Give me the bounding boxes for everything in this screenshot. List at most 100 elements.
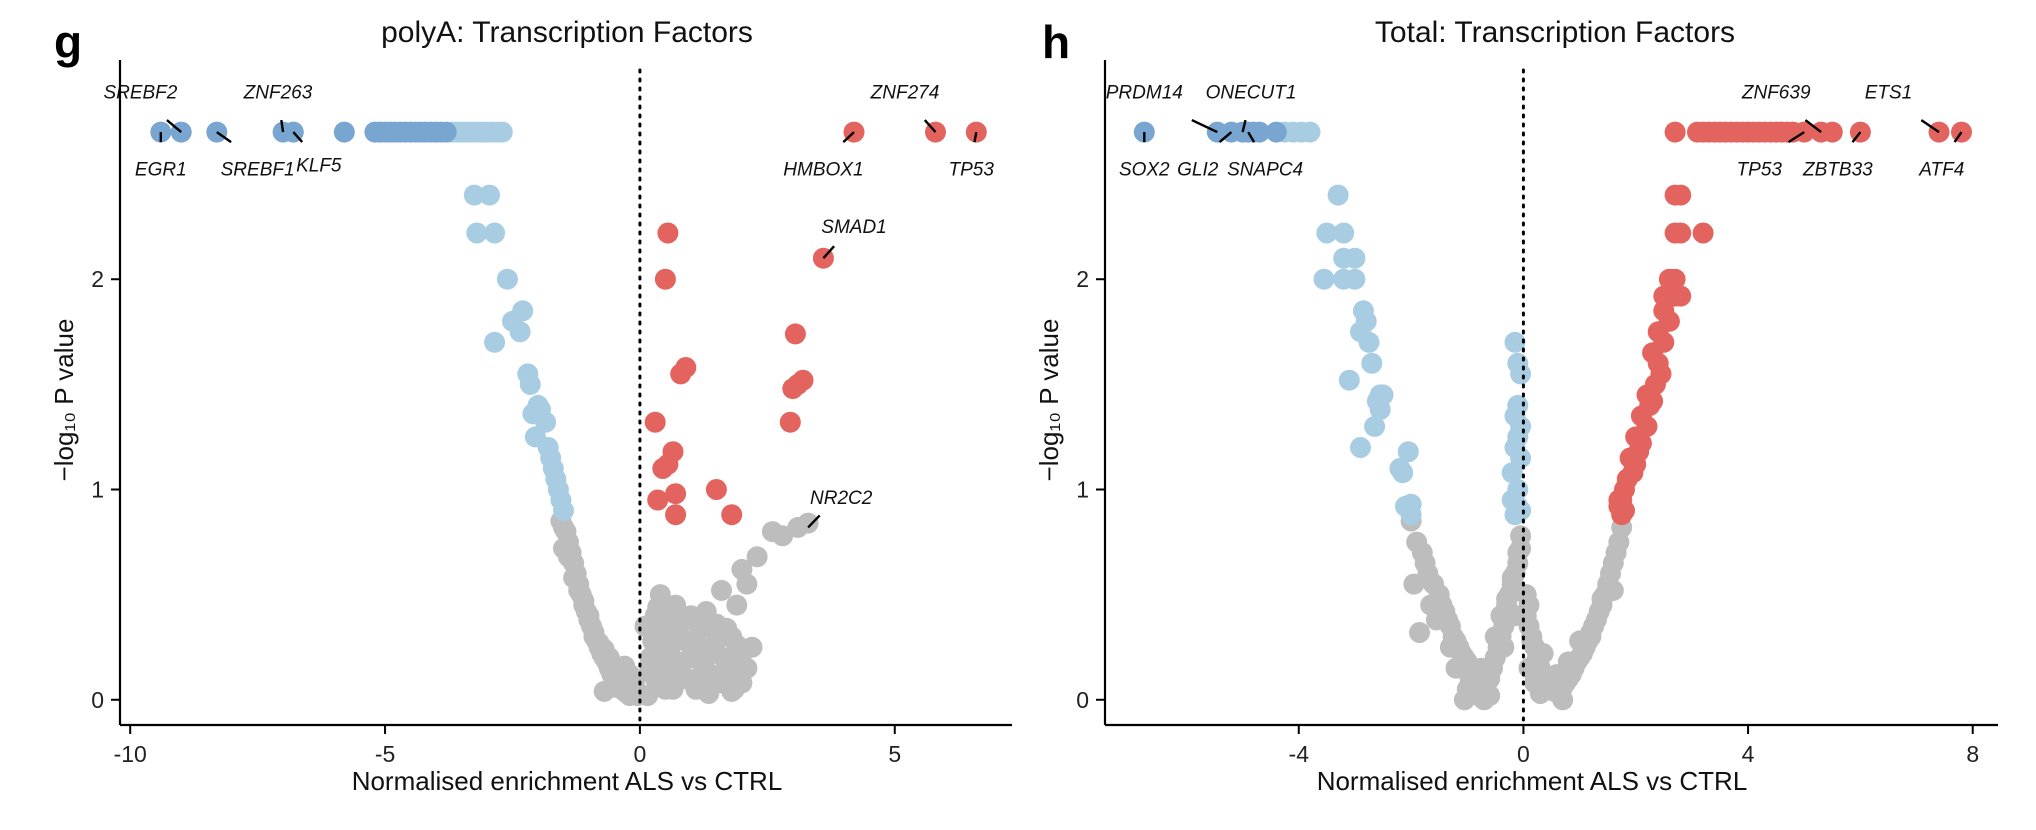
data-point-down_strong	[333, 121, 355, 143]
leader-line-hmbox1	[842, 131, 855, 143]
data-point-up	[1692, 222, 1714, 244]
data-point-up	[1821, 121, 1843, 143]
data-point-down	[1504, 331, 1526, 353]
data-point-down	[1313, 268, 1335, 290]
data-point-up	[652, 458, 674, 479]
gene-label-tp53: TP53	[1737, 160, 1783, 181]
y-axis-title-g: −log₁₀ P value	[49, 319, 79, 482]
data-point-ns	[1569, 630, 1591, 652]
data-point-down	[509, 321, 531, 343]
data-point-ns	[1518, 594, 1540, 616]
data-point-down	[1338, 369, 1360, 391]
panel-letter-g: g	[54, 16, 82, 68]
data-point-ns	[716, 617, 738, 639]
data-point-down	[1397, 441, 1419, 463]
data-point-up	[782, 378, 804, 400]
data-point-ns	[1439, 636, 1461, 658]
gene-label-znf639: ZNF639	[1741, 82, 1811, 103]
data-point-ns	[1473, 689, 1495, 711]
data-point-up	[654, 268, 676, 290]
data-point-up	[665, 483, 687, 505]
gene-label-znf263: ZNF263	[243, 82, 313, 103]
chart-title-h: Total: Transcription Factors	[1375, 16, 1735, 49]
data-point-up	[1670, 184, 1692, 206]
leader-line-znf639	[1804, 119, 1822, 134]
data-point-ns	[726, 594, 748, 616]
data-point-down	[1333, 222, 1355, 244]
data-point-up	[1670, 285, 1692, 307]
gene-label-smad1: SMAD1	[821, 217, 886, 238]
leader-line-ets1	[1920, 119, 1940, 134]
gene-label-znf274: ZNF274	[870, 82, 940, 103]
data-point-down	[484, 222, 506, 244]
data-point-ns	[1425, 609, 1447, 631]
points-layer-g	[150, 121, 987, 707]
leader-line-srebf1	[216, 131, 232, 144]
data-point-up	[784, 323, 806, 345]
data-point-ns	[1403, 573, 1425, 595]
y-tick-label-h: 2	[1076, 266, 1089, 292]
y-tick-label-h: 1	[1076, 477, 1089, 503]
data-point-up	[721, 504, 743, 526]
data-point-down	[519, 373, 541, 395]
leader-line-tp53	[1787, 131, 1805, 144]
leader-line-onecut1	[1241, 119, 1247, 133]
data-point-ns	[654, 672, 676, 694]
data-point-ns	[716, 664, 738, 685]
y-tick-label-g: 0	[91, 687, 104, 713]
gene-label-tp53: TP53	[948, 160, 994, 181]
leader-line-zbtb33	[1851, 131, 1862, 143]
data-point-ns	[637, 685, 659, 707]
data-point-ns	[558, 546, 579, 568]
data-point-down	[479, 184, 500, 206]
data-point-ns	[1591, 588, 1613, 610]
data-point-up	[644, 411, 666, 433]
gene-label-srebf1: SREBF1	[221, 160, 295, 181]
x-tick-label-g: -10	[114, 741, 147, 767]
data-point-down	[535, 411, 557, 433]
data-point-ns	[593, 680, 615, 702]
data-point-ns	[1510, 537, 1532, 559]
data-point-ns	[736, 573, 758, 595]
data-point-ns	[642, 630, 664, 652]
data-point-ns	[1453, 689, 1475, 711]
gene-label-prdm14: PRDM14	[1106, 82, 1183, 103]
leader-line-nr2c2	[807, 514, 821, 529]
data-point-up	[1670, 222, 1692, 244]
data-point-up	[647, 489, 669, 511]
data-point-up	[665, 504, 687, 526]
data-point-down	[1392, 462, 1414, 484]
x-tick-label-g: 5	[888, 741, 901, 767]
data-point-down	[1344, 247, 1366, 269]
x-axis-title-g: Normalised enrichment ALS vs CTRL	[352, 766, 783, 796]
gene-label-snapc4: SNAPC4	[1227, 160, 1303, 181]
leader-line-gli2	[1218, 131, 1233, 144]
data-point-ns	[1409, 622, 1430, 643]
data-point-up	[670, 363, 692, 385]
gene-label-sox2: SOX2	[1119, 160, 1170, 181]
gene-label-onecut1: ONECUT1	[1206, 82, 1297, 103]
leader-line-srebf2	[166, 119, 182, 134]
x-tick-label-h: 8	[1966, 741, 1979, 767]
y-tick-label-h: 0	[1076, 687, 1089, 713]
annotation-layer-h: PRDM14 SOX2 ONECUT1 GLI2 SNAPC4 ZNF639 TP53 ETS…	[1106, 68, 1964, 727]
y-tick-label-g: 1	[91, 477, 104, 503]
data-point-down_strong	[1248, 121, 1270, 143]
leader-line-smad1	[822, 245, 835, 259]
leader-line-prdm14	[1191, 119, 1218, 134]
data-point-down	[1369, 399, 1391, 421]
data-point-down	[1400, 504, 1422, 526]
data-point-down	[491, 121, 513, 143]
data-point-up	[1642, 390, 1664, 412]
gene-label-klf5: KLF5	[296, 155, 342, 176]
data-point-ns	[772, 525, 794, 547]
data-point-down	[1299, 121, 1321, 143]
data-point-down_strong	[1265, 121, 1287, 143]
data-point-down	[1350, 321, 1371, 343]
data-point-ns	[698, 683, 720, 704]
x-tick-label-h: -4	[1289, 741, 1310, 767]
leader-line-snapc4	[1247, 131, 1256, 143]
data-point-down	[1327, 184, 1349, 206]
panel-h: h Total: Transcription Factors PRDM14 SOX…	[1034, 16, 1998, 796]
